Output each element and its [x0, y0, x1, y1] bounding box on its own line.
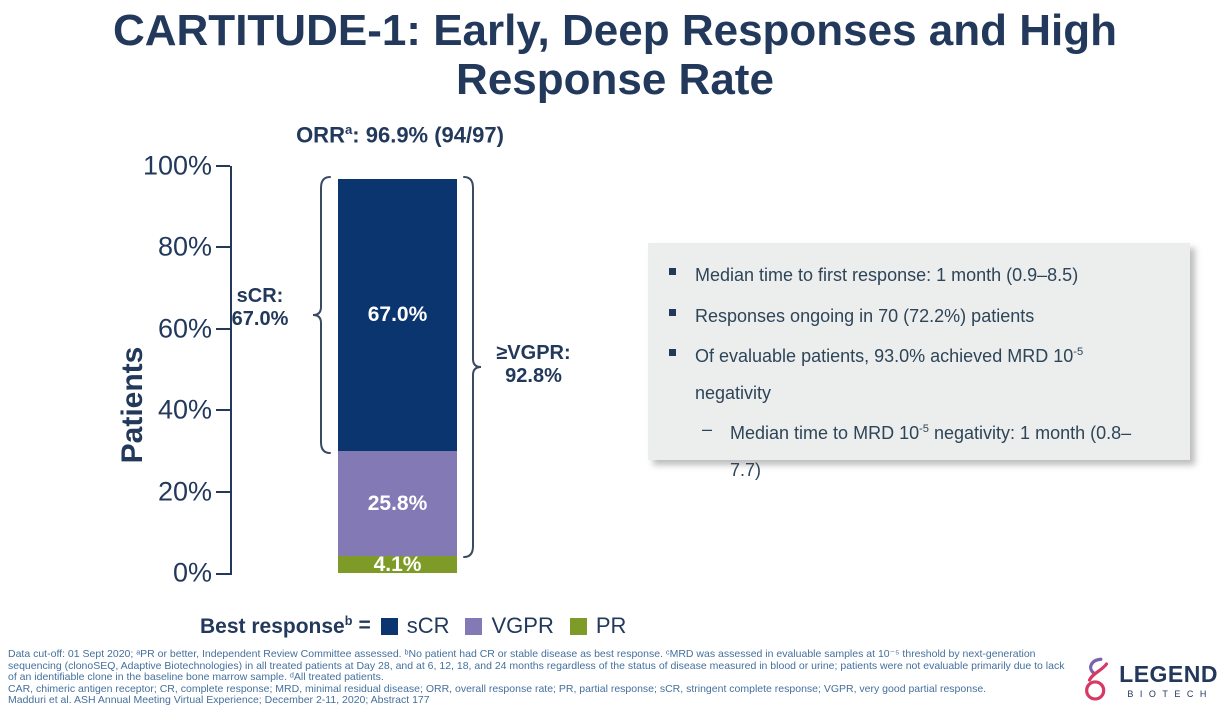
- y-tickmark: [216, 573, 230, 575]
- footnote-line: sequencing (clonoSEQ, Adaptive Biotechno…: [8, 659, 1065, 672]
- legend-item-label: PR: [595, 613, 627, 638]
- vgpr-annotation: ≥VGPR: 92.8%: [496, 342, 571, 387]
- logo-wordmark: LEGEND: [1119, 661, 1218, 687]
- pr-swatch-icon: [569, 617, 587, 635]
- legend-item-pr: PR: [569, 613, 627, 639]
- y-tick-60: 60%: [157, 313, 212, 344]
- sub-bullet-mrd-time: – Median time to MRD 10-5 negativity: 1 …: [666, 411, 1170, 488]
- legend-item-scr: sCR: [380, 613, 450, 639]
- y-tickmark: [216, 328, 230, 330]
- dash-marker: –: [702, 419, 713, 439]
- legend-title: Best responseb: [200, 613, 353, 638]
- bullet-square-icon: [669, 308, 676, 316]
- legend-item-vgpr: VGPR: [465, 613, 554, 639]
- legend-biotech-logo: LEGEND BIOTECH: [1081, 656, 1218, 706]
- bar-segment-pr: 4.1%: [338, 553, 457, 576]
- orr-superscript: a: [344, 122, 353, 137]
- legend-equals: =: [358, 614, 371, 637]
- bullet-responses-ongoing: Responses ongoing in 70 (72.2%) patients: [666, 294, 1170, 335]
- footnote-line: of an identifiable clone in the baseline…: [8, 671, 384, 684]
- footnote-line: Madduri et al. ASH Annual Meeting Virtua…: [8, 694, 430, 707]
- legend-item-label: VGPR: [491, 613, 554, 638]
- footnote-line: CAR, chimeric antigen receptor; CR, comp…: [8, 682, 987, 695]
- scr-swatch-icon: [380, 617, 398, 635]
- y-axis-line: [230, 166, 232, 575]
- bullet-median-first-response: Median time to first response: 1 month (…: [666, 253, 1170, 294]
- bullet-square-icon: [669, 268, 676, 275]
- orr-annotation: ORRa: 96.9% (94/97): [296, 122, 504, 148]
- y-tickmark: [216, 165, 230, 167]
- bar-segment-scr: 67.0%: [338, 178, 457, 452]
- scr-annotation: sCR: 67.0%: [231, 285, 289, 330]
- footnote-line: Data cut-off: 01 Sept 2020; ᵃPR or bette…: [8, 648, 1036, 660]
- bullet-mrd-negativity: Of evaluable patients, 93.0% achieved MR…: [666, 334, 1170, 411]
- bar-segment-scr-label: 67.0%: [367, 302, 428, 326]
- stacked-bar: 67.0% 25.8% 4.1%: [338, 166, 457, 576]
- chart-legend: Best responseb = sCR VGPR PR: [200, 613, 642, 639]
- vgpr-swatch-icon: [465, 617, 483, 635]
- y-tick-80: 80%: [157, 231, 212, 262]
- y-tickmark: [216, 409, 230, 411]
- legend-biotech-logo-icon: [1085, 657, 1109, 701]
- footnotes: Data cut-off: 01 Sept 2020; ᵃPR or bette…: [8, 648, 1148, 707]
- page-title: CARTITUDE-1: Early, Deep Responses and H…: [112, 6, 1118, 105]
- logo-subtext: BIOTECH: [1127, 689, 1213, 699]
- legend-item-label: sCR: [406, 613, 450, 638]
- y-tick-0: 0%: [172, 557, 212, 588]
- y-tickmark: [216, 246, 230, 248]
- scr-brace: [312, 176, 331, 454]
- bar-segment-vgpr: 25.8%: [338, 451, 457, 557]
- vgpr-brace: [463, 176, 482, 558]
- y-tickmark: [216, 491, 230, 493]
- y-tick-40: 40%: [157, 394, 212, 425]
- y-tick-20: 20%: [157, 476, 212, 507]
- bar-segment-pr-label: 4.1%: [373, 552, 422, 576]
- y-tick-100: 100%: [142, 150, 212, 181]
- bullet-square-icon: [669, 349, 676, 356]
- key-results-box: Median time to first response: 1 month (…: [648, 243, 1190, 480]
- bar-segment-vgpr-label: 25.8%: [367, 491, 428, 515]
